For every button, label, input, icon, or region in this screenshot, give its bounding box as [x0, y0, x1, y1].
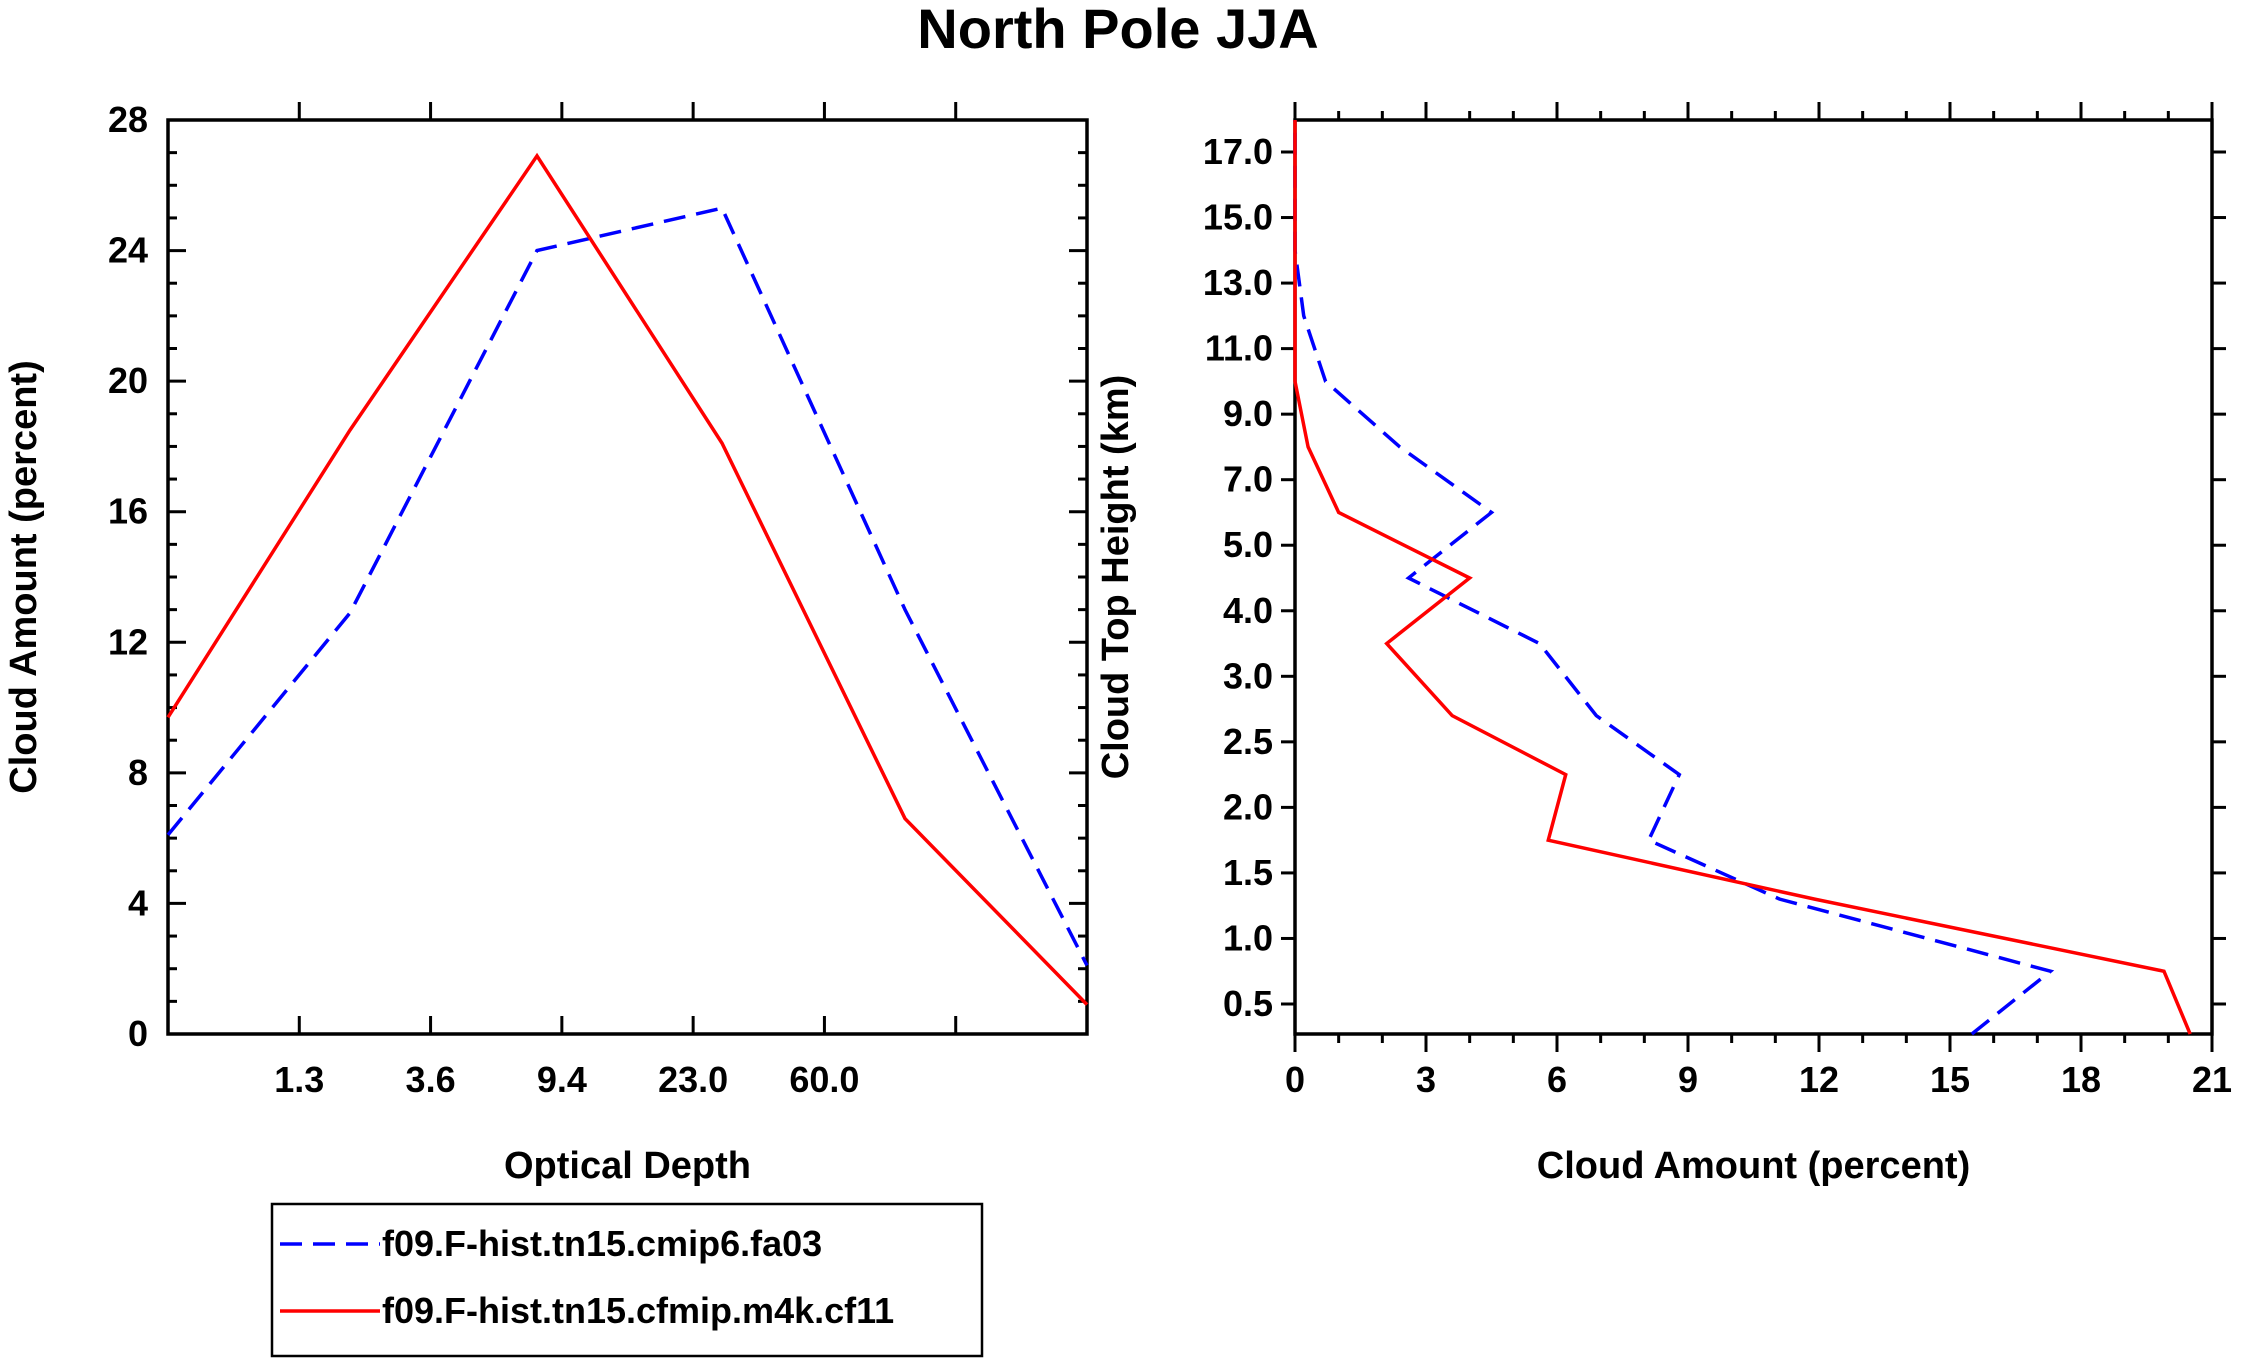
x-tick-label: 60.0 [789, 1059, 859, 1100]
y-tick-label: 15.0 [1203, 197, 1273, 238]
y-tick-label: 12 [108, 621, 148, 662]
x-tick-label: 23.0 [658, 1059, 728, 1100]
y-tick-label: 28 [108, 99, 148, 140]
plot-frame [166, 118, 1089, 1036]
y-tick-label: 0.5 [1223, 983, 1273, 1024]
y-tick-label: 11.0 [1205, 328, 1273, 369]
y-axis-title: Cloud Top Height (km) [1095, 375, 1137, 780]
y-axis-title: Cloud Amount (percent) [3, 360, 45, 793]
y-tick-label: 13.0 [1203, 262, 1273, 303]
cloud-top-height-panel: 0.5 1.0 1.5 2.0 2.5 3.0 4.0 5.0 7.0 9.0 11.0 13.0 15… [1095, 102, 2232, 1187]
x-tick-label: 18 [2061, 1059, 2101, 1100]
series-m4k-line [166, 152, 1089, 1006]
legend-label-cmip6: f09.F-hist.tn15.cmip6.fa03 [382, 1223, 822, 1264]
y-tick-label: 20 [108, 360, 148, 401]
series-m4k-line [1293, 120, 2192, 1035]
figure-title: North Pole JJA [917, 0, 1318, 60]
y-tick-label: 4.0 [1223, 590, 1273, 631]
y-tick-label: 1.5 [1223, 852, 1273, 893]
legend: f09.F-hist.tn15.cmip6.fa03 f09.F-hist.tn… [270, 1202, 984, 1358]
y-tick-label: 24 [108, 230, 148, 271]
legend-label-m4k: f09.F-hist.tn15.cfmip.m4k.cf11 [382, 1290, 894, 1331]
y-tick-label: 5.0 [1223, 524, 1273, 565]
y-tick-label: 17.0 [1203, 131, 1273, 172]
y-tick-label: 8 [128, 752, 148, 793]
y-tick-label: 3.0 [1223, 655, 1273, 696]
y-tick-label: 2.0 [1223, 786, 1273, 827]
x-tick-label: 3 [1416, 1059, 1436, 1100]
x-tick-label: 1.3 [274, 1059, 324, 1100]
y-tick-label: 9.0 [1223, 393, 1273, 434]
plot-frame [1293, 118, 2214, 1036]
x-tick-label: 3.6 [406, 1059, 456, 1100]
y-tick-label: 7.0 [1223, 459, 1273, 500]
y-tick-label: 4 [128, 882, 148, 923]
x-tick-label: 21 [2192, 1059, 2232, 1100]
y-tick-label: 16 [108, 491, 148, 532]
x-tick-label: 9 [1678, 1059, 1698, 1100]
x-tick-label: 15 [1930, 1059, 1970, 1100]
series-cmip6-line [166, 206, 1089, 967]
x-tick-label: 12 [1799, 1059, 1839, 1100]
x-tick-label: 0 [1285, 1059, 1305, 1100]
x-axis-title: Cloud Amount (percent) [1537, 1145, 1970, 1187]
y-tick-label: 2.5 [1223, 721, 1273, 762]
y-tick-label: 1.0 [1223, 917, 1273, 958]
legend-box [270, 1202, 984, 1358]
x-tick-label: 9.4 [537, 1059, 587, 1100]
y-tick-label: 0 [128, 1013, 148, 1054]
optical-depth-panel: 0 4 8 12 16 20 24 28 1.3 3.6 9.4 23.0 60.0 Optical De… [3, 99, 1089, 1187]
x-tick-label: 6 [1547, 1059, 1567, 1100]
x-axis-title: Optical Depth [504, 1145, 751, 1187]
series-cmip6-line [1293, 120, 2055, 1036]
